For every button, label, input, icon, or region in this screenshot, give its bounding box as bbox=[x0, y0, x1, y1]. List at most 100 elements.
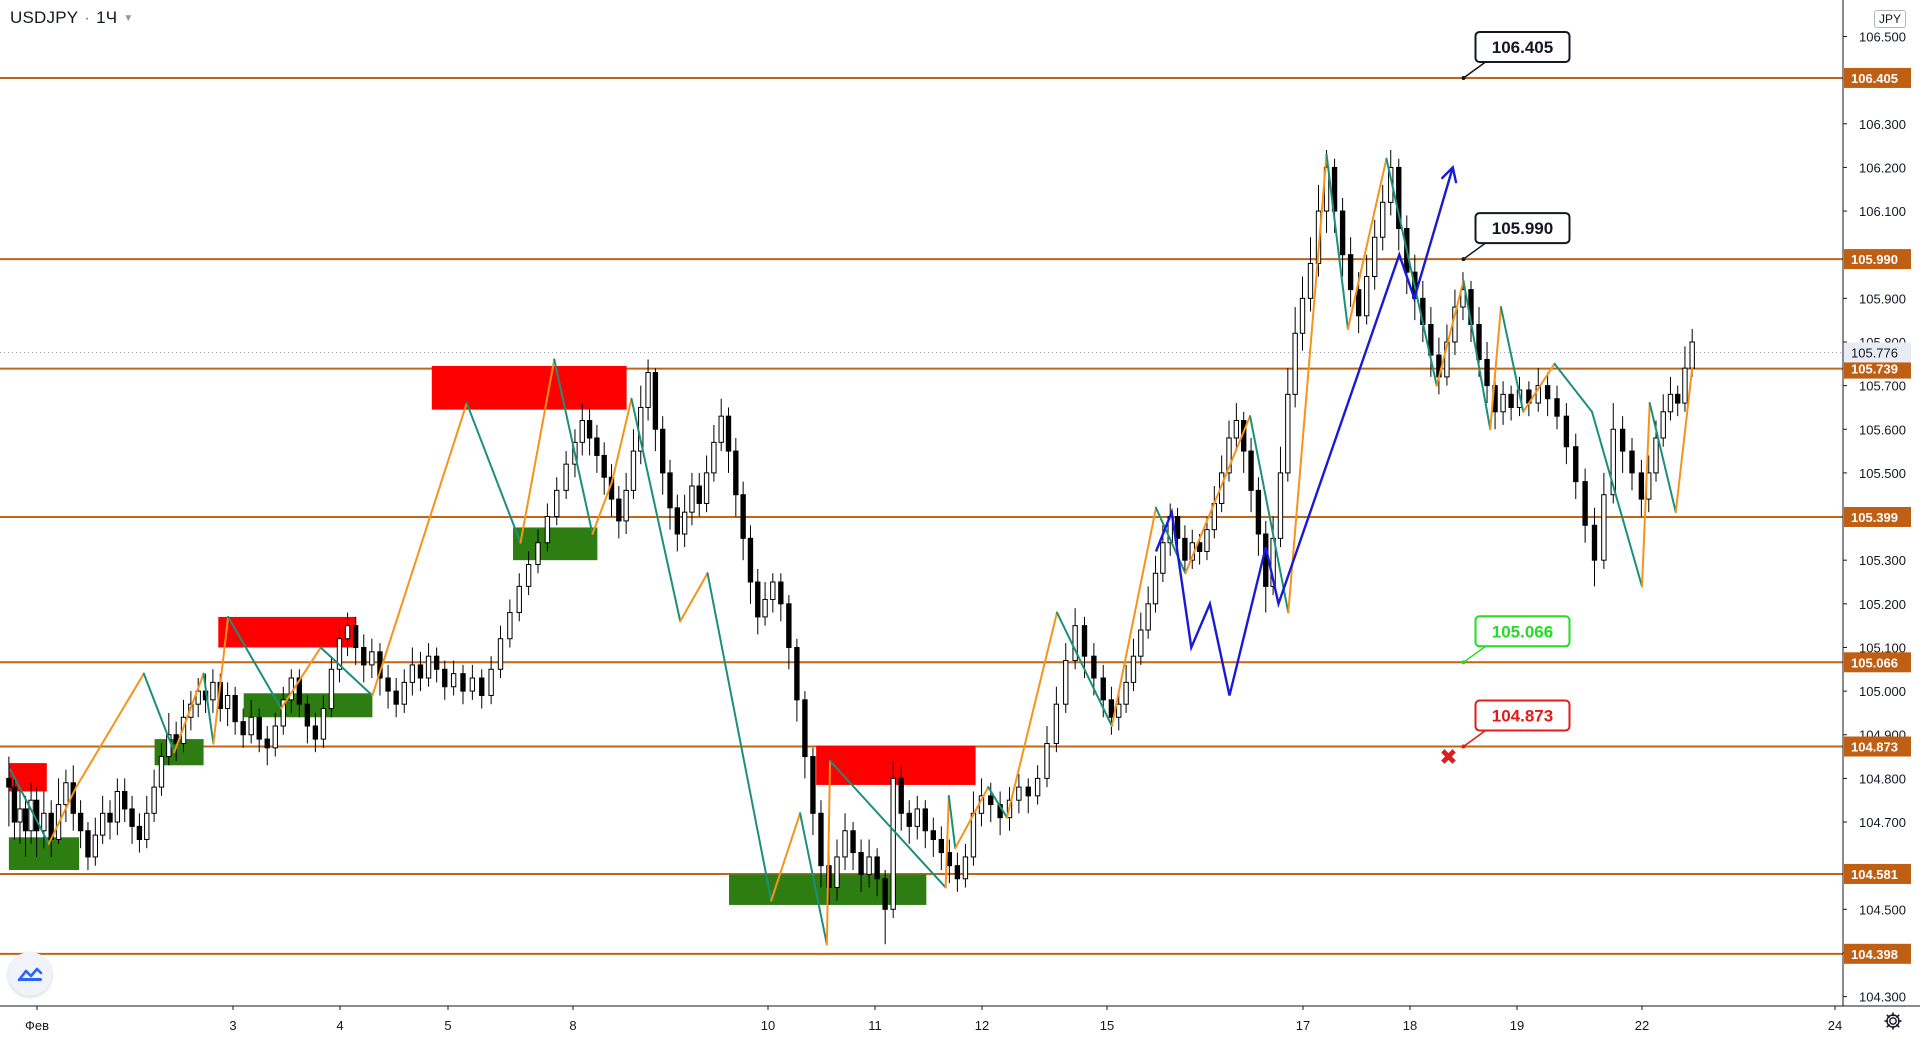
candle-body bbox=[488, 668, 494, 696]
callout-pointer bbox=[1463, 61, 1486, 79]
candle-body bbox=[1226, 437, 1232, 474]
callout-dark-1[interactable]: 105.990 bbox=[1461, 212, 1571, 262]
candle-body bbox=[1182, 537, 1188, 561]
candle-body bbox=[988, 795, 994, 806]
collapse-arrow-icon[interactable]: ▼ bbox=[123, 13, 134, 25]
candle-body bbox=[264, 738, 270, 749]
candle-body bbox=[667, 472, 673, 509]
level-price-tag-2[interactable] bbox=[1844, 358, 1911, 379]
wave-segment bbox=[591, 480, 613, 535]
level-price-tag-5[interactable] bbox=[1844, 736, 1911, 757]
demand-zone-3[interactable] bbox=[513, 527, 598, 561]
level-price-tag-4[interactable] bbox=[1844, 652, 1911, 673]
time-tick-label: 8 bbox=[569, 1018, 576, 1033]
level-price-tag-label: 105.399 bbox=[1851, 510, 1898, 525]
level-price-tag-3[interactable] bbox=[1844, 506, 1911, 527]
callout-green-2[interactable]: 105.066 bbox=[1461, 615, 1571, 665]
candle-body bbox=[922, 808, 928, 832]
candle-body bbox=[22, 808, 29, 832]
logo-wave-icon bbox=[17, 967, 43, 982]
candle-body bbox=[1123, 681, 1129, 705]
level-price-tag-0[interactable] bbox=[1844, 67, 1911, 88]
candle-body bbox=[755, 581, 761, 618]
candle-body bbox=[425, 655, 432, 679]
callout-anchor bbox=[1461, 75, 1466, 80]
candle-body bbox=[1034, 777, 1041, 797]
tradingview-logo-icon[interactable] bbox=[8, 952, 52, 996]
candle-body bbox=[296, 677, 303, 705]
price-tick-label: 105.700 bbox=[1859, 379, 1906, 394]
candle-body bbox=[778, 581, 784, 605]
callout-label: 104.873 bbox=[1492, 707, 1553, 726]
candle-body bbox=[882, 878, 888, 910]
candle-body bbox=[1508, 393, 1514, 408]
candle-body bbox=[616, 498, 622, 522]
candle-body bbox=[122, 790, 128, 810]
supply-zone-2[interactable] bbox=[431, 365, 627, 410]
candle-body bbox=[409, 664, 416, 683]
level-price-tag-1[interactable] bbox=[1844, 249, 1911, 270]
price-tick-label: 105.500 bbox=[1859, 466, 1906, 481]
candle-body bbox=[1081, 625, 1088, 657]
symbol-header[interactable]: USDJPY · 1Ч ▼ bbox=[10, 8, 133, 28]
price-tick-label: 104.700 bbox=[1859, 815, 1906, 830]
wave-segment bbox=[1641, 402, 1651, 588]
candle-body bbox=[393, 690, 399, 705]
candle-body bbox=[762, 598, 768, 618]
wave-segment bbox=[1674, 367, 1694, 514]
candle-body bbox=[41, 812, 47, 832]
candle-body bbox=[1372, 236, 1378, 278]
candle-body bbox=[417, 664, 424, 679]
callout-box bbox=[1474, 615, 1571, 648]
current-price-tag[interactable] bbox=[1844, 342, 1911, 363]
callout-box bbox=[1474, 699, 1571, 732]
candle-body bbox=[1299, 297, 1306, 334]
level-price-tag-7[interactable] bbox=[1844, 943, 1911, 964]
wave-segment bbox=[679, 572, 709, 623]
candle-body bbox=[594, 437, 600, 456]
candle-body bbox=[1233, 420, 1240, 439]
level-price-tag-label: 104.873 bbox=[1851, 740, 1898, 755]
wave-segment bbox=[1325, 153, 1349, 330]
symbol-name: USDJPY bbox=[10, 8, 79, 27]
candle-body bbox=[1460, 289, 1466, 308]
supply-zone-1[interactable] bbox=[218, 616, 357, 648]
candle-body bbox=[129, 808, 135, 827]
candle-body bbox=[1591, 524, 1598, 561]
callout-dark-0[interactable]: 106.405 bbox=[1461, 30, 1571, 80]
current-price-tag-label: 105.776 bbox=[1851, 345, 1898, 360]
candle-body bbox=[336, 638, 343, 670]
price-tick-label: 105.600 bbox=[1859, 422, 1906, 437]
forecast-path[interactable] bbox=[1154, 167, 1454, 696]
candle-body bbox=[1363, 276, 1370, 317]
price-tick-label: 106.200 bbox=[1859, 160, 1906, 175]
candle-body bbox=[794, 646, 800, 701]
candle-body bbox=[938, 838, 945, 854]
candle-body bbox=[1044, 742, 1050, 779]
time-tick-label: 4 bbox=[336, 1018, 343, 1033]
time-tick-label: 12 bbox=[975, 1018, 989, 1033]
currency-badge[interactable]: JPY bbox=[1873, 10, 1906, 28]
candle-body bbox=[725, 415, 732, 452]
level-price-tag-label: 105.739 bbox=[1851, 362, 1898, 377]
candle-body bbox=[1476, 324, 1482, 360]
candle-body bbox=[689, 485, 695, 513]
candle-body bbox=[1174, 516, 1181, 539]
price-axis-bg bbox=[1843, 0, 1920, 1006]
candle-body bbox=[1063, 660, 1069, 705]
price-tick-label: 105.200 bbox=[1859, 597, 1906, 612]
candle-body bbox=[1554, 398, 1560, 417]
candle-body bbox=[516, 585, 522, 614]
settings-gear-icon[interactable] bbox=[1880, 1008, 1906, 1034]
candle-body bbox=[711, 441, 717, 474]
candle-body bbox=[1204, 529, 1210, 552]
level-price-tag-6[interactable] bbox=[1844, 863, 1911, 884]
candle-body bbox=[818, 812, 824, 867]
candle-body bbox=[770, 581, 776, 600]
candle-body bbox=[460, 673, 466, 692]
callout-label: 106.405 bbox=[1492, 38, 1553, 57]
callout-red-3[interactable]: 104.873 bbox=[1461, 699, 1571, 749]
candle-body bbox=[586, 420, 593, 439]
candle-body bbox=[1277, 472, 1284, 539]
